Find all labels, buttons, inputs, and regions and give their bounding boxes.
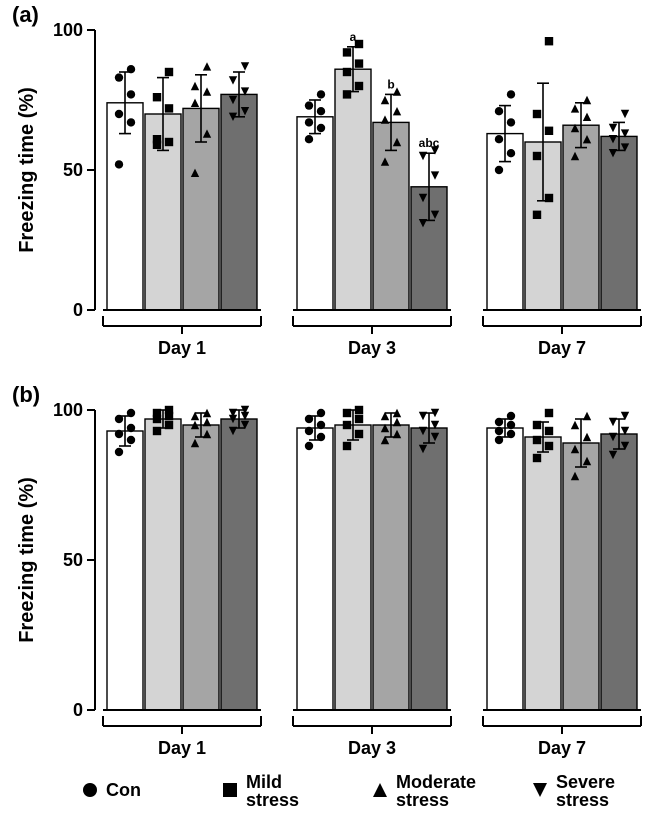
svg-text:100: 100 xyxy=(53,20,83,40)
svg-text:Day 1: Day 1 xyxy=(158,738,206,758)
svg-text:0: 0 xyxy=(73,700,83,720)
svg-text:Mild: Mild xyxy=(246,772,282,792)
svg-text:Freezing time (%): Freezing time (%) xyxy=(16,87,38,253)
svg-text:stress: stress xyxy=(556,790,609,810)
svg-text:Con: Con xyxy=(106,780,141,800)
svg-text:(a): (a) xyxy=(12,2,39,27)
svg-text:Moderate: Moderate xyxy=(396,772,476,792)
svg-text:Day 1: Day 1 xyxy=(158,338,206,358)
svg-text:Severe: Severe xyxy=(556,772,615,792)
svg-text:50: 50 xyxy=(63,550,83,570)
svg-text:50: 50 xyxy=(63,160,83,180)
svg-text:(b): (b) xyxy=(12,382,40,407)
svg-text:abc: abc xyxy=(419,136,440,150)
svg-text:stress: stress xyxy=(396,790,449,810)
figure-svg: (a) 0 50 100 Freezing time (%) a b abc Day 1 Day … xyxy=(0,0,650,829)
svg-text:Freezing time (%): Freezing time (%) xyxy=(16,477,38,643)
svg-text:Day 7: Day 7 xyxy=(538,338,586,358)
svg-text:b: b xyxy=(387,77,394,91)
svg-text:a: a xyxy=(350,30,357,44)
svg-text:0: 0 xyxy=(73,300,83,320)
figure-root: { "canvas": {"w":650,"h":829,"bg":"#ffff… xyxy=(0,0,650,829)
svg-text:Day 3: Day 3 xyxy=(348,738,396,758)
svg-text:Day 7: Day 7 xyxy=(538,738,586,758)
svg-text:Day 3: Day 3 xyxy=(348,338,396,358)
svg-text:100: 100 xyxy=(53,400,83,420)
svg-text:stress: stress xyxy=(246,790,299,810)
